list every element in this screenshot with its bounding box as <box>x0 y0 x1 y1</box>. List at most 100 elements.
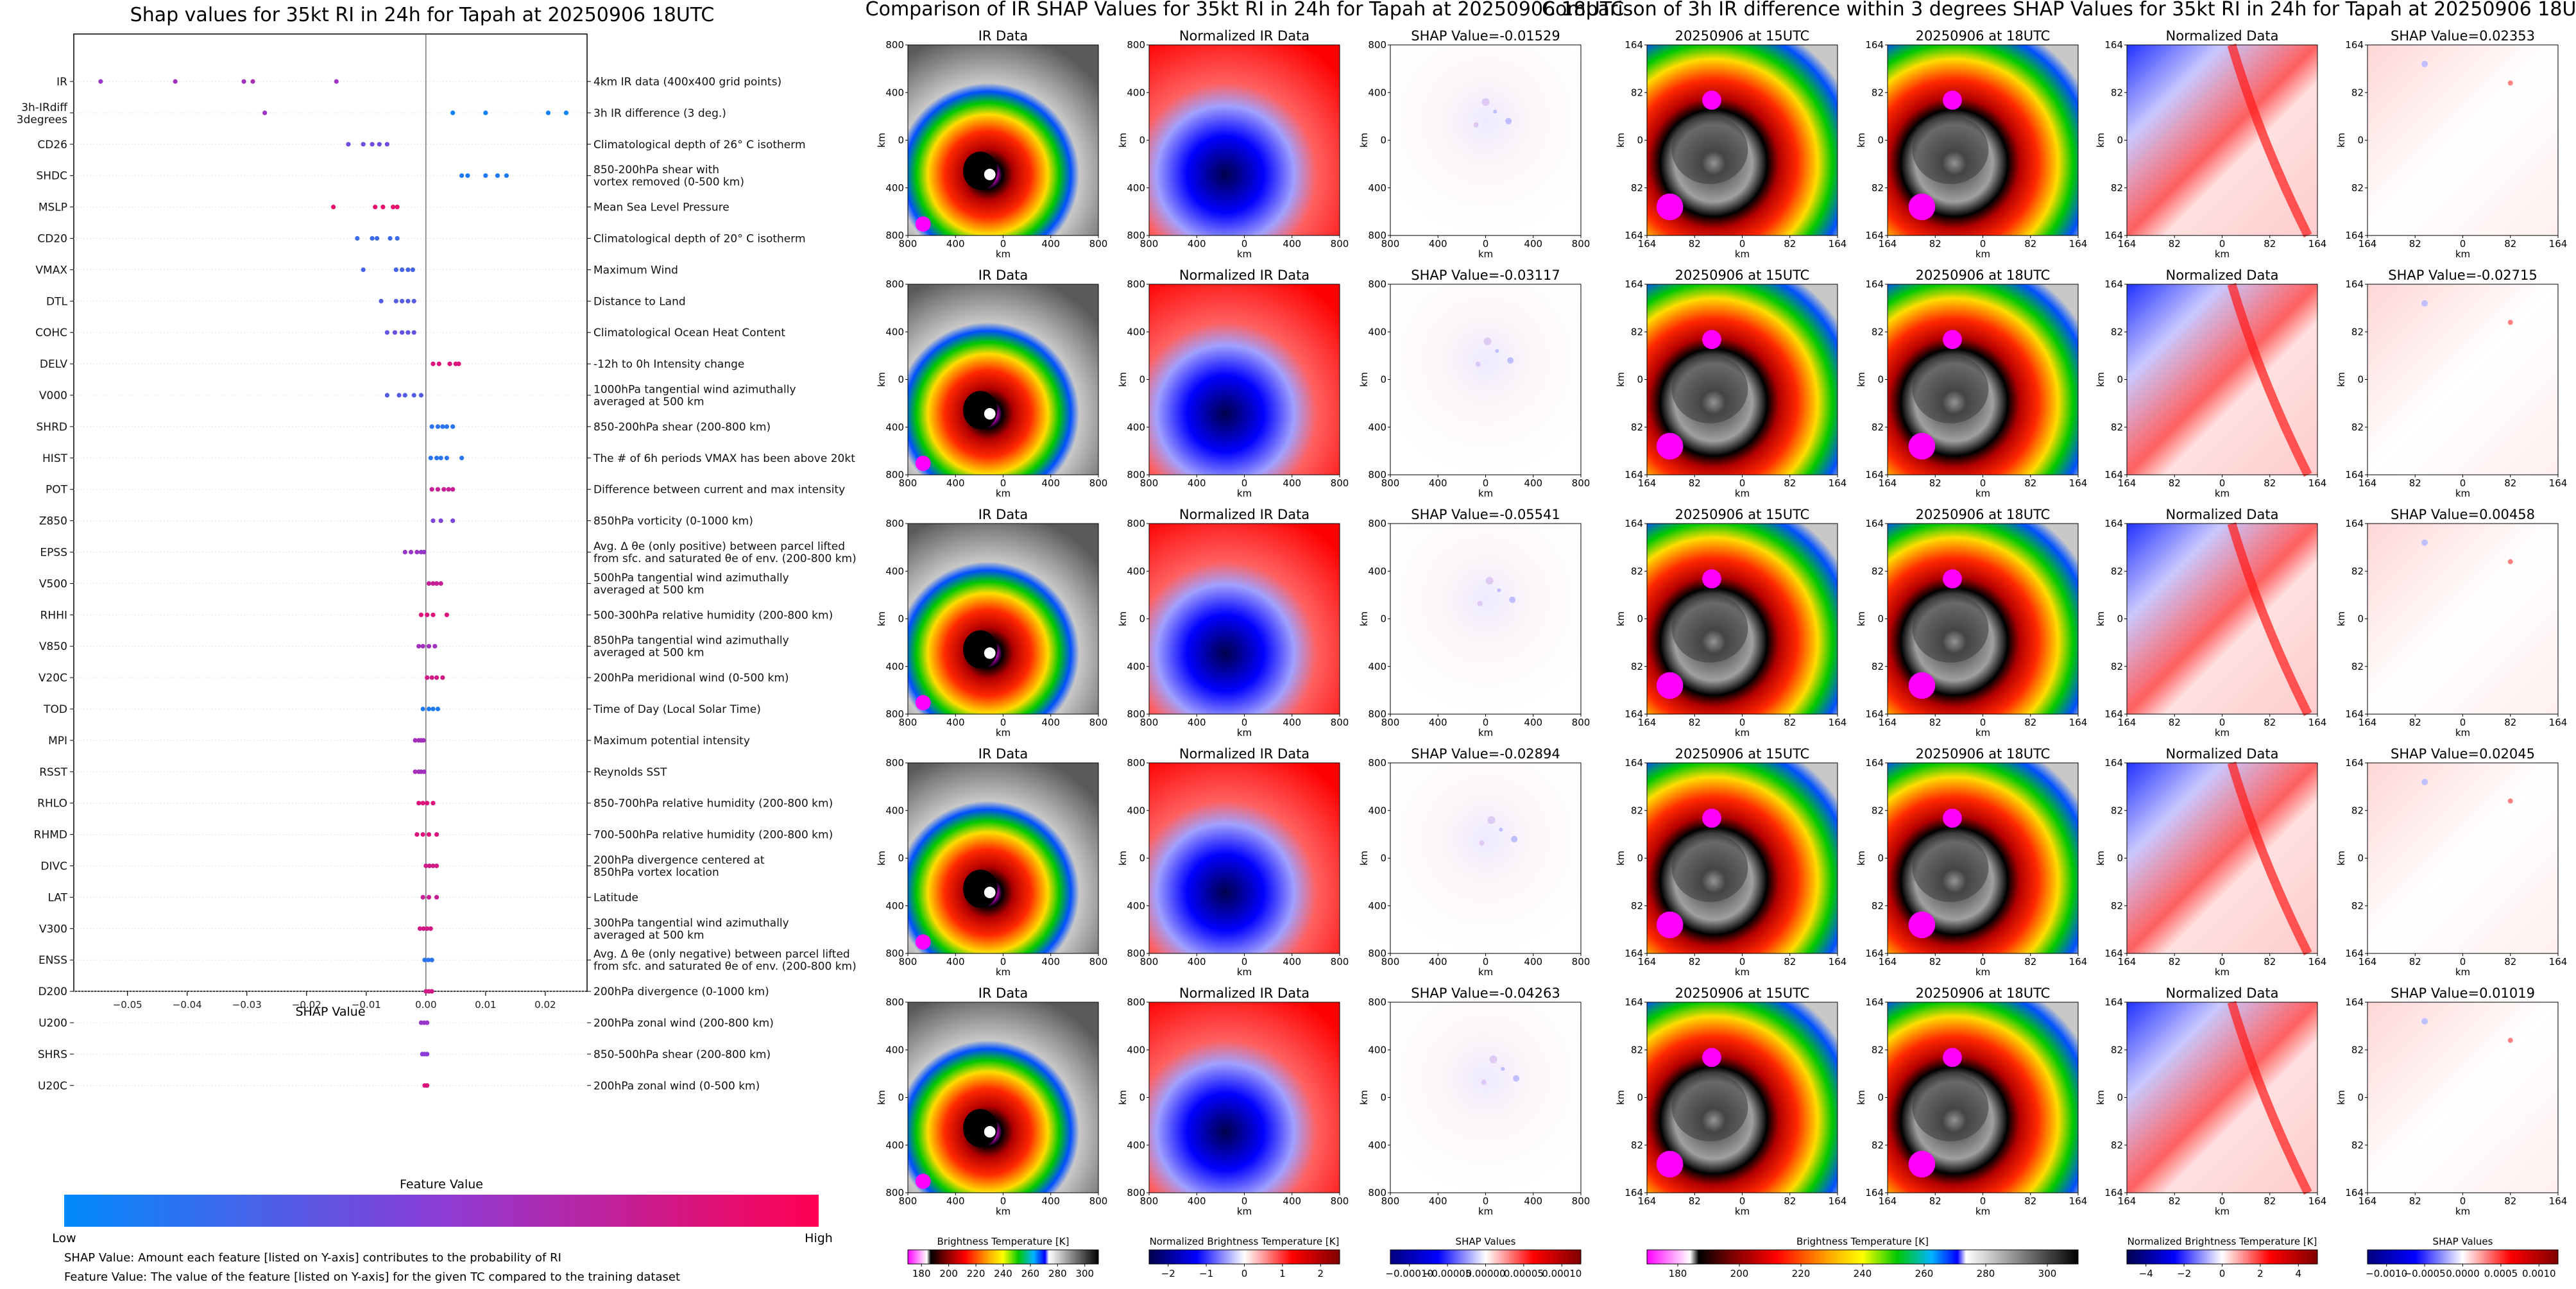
feature-name-line: V300 <box>39 923 67 935</box>
x-axis-label: km <box>996 488 1011 499</box>
x-tick-label: 400 <box>1283 1195 1301 1207</box>
x-tick-label: 800 <box>1140 956 1159 968</box>
x-tick-label: 800 <box>899 1195 917 1207</box>
colorbar-label: SHAP Values <box>2433 1236 2493 1247</box>
image-panel: SHAP Value=0.010191641648282008282164164… <box>2335 986 2567 1217</box>
y-axis-label: km <box>2335 133 2347 148</box>
image-panel: SHAP Value=0.023531641648282008282164164… <box>2335 28 2567 260</box>
shap-point <box>355 235 360 241</box>
shap-point <box>173 79 178 84</box>
colorbar-tick-label: 0 <box>2219 1268 2226 1279</box>
positive-anomaly-band <box>2227 1000 2312 1195</box>
shap-hotspot <box>1479 840 1485 846</box>
y-tick-label: 164 <box>2345 278 2364 290</box>
y-tick-label: 0 <box>1877 1092 1884 1104</box>
x-axis-label: km <box>1237 488 1252 499</box>
y-tick-label: 82 <box>2351 661 2364 672</box>
coldest-cloud-patch <box>1702 808 1721 828</box>
x-tick-label: 82 <box>2409 717 2421 728</box>
y-tick-label: 400 <box>885 805 904 816</box>
feature-description-line: Maximum potential intensity <box>593 735 750 747</box>
y-tick-label: 164 <box>1865 996 1884 1008</box>
colorbar-tick-label: 260 <box>1021 1268 1040 1279</box>
shap-point <box>432 644 438 649</box>
shap-point <box>411 330 416 335</box>
x-tick-label: 0 <box>2460 477 2466 489</box>
feature-description: 4km IR data (400x400 grid points) <box>593 76 781 89</box>
shap-hotspot <box>1505 117 1512 124</box>
x-tick-label: 164 <box>2549 956 2568 968</box>
feature-name-line: SHRD <box>37 421 67 434</box>
image-panel: SHAP Value=-0.05541800800400400004004008… <box>1358 507 1590 738</box>
y-tick-label: 400 <box>885 326 904 337</box>
y-tick-label: 82 <box>1872 565 1884 577</box>
shap-hotspot <box>1483 337 1492 346</box>
y-tick-label: 800 <box>1127 278 1145 290</box>
x-tick-label: 0 <box>1739 238 1746 250</box>
normalized-diff-field <box>2127 45 2317 235</box>
panel-title: SHAP Value=-0.02894 <box>1411 746 1560 762</box>
shap-hotspot <box>1477 601 1483 606</box>
feature-value-colorbar-bar <box>64 1195 819 1227</box>
image-panel: Normalized Data1641648282008282164164kmk… <box>2095 268 2326 499</box>
x-axis-label: km <box>996 966 1011 978</box>
shap-point <box>429 957 434 962</box>
y-tick-label: 400 <box>1127 565 1145 577</box>
feature-row: V850 850hPa tangential wind azimuthally av… <box>39 635 789 660</box>
coldest-cloud-patch <box>1656 672 1684 699</box>
feature-description-line: 500hPa tangential wind azimuthally <box>593 572 789 585</box>
colorbar-tick-label: −2 <box>1161 1268 1175 1279</box>
y-tick-label: 82 <box>2351 1044 2364 1055</box>
x-tick-label: 800 <box>1089 956 1108 968</box>
feature-row: V500 500hPa tangential wind azimuthally av… <box>39 572 789 597</box>
y-tick-label: 800 <box>885 39 904 51</box>
feature-description-line: 1000hPa tangential wind azimuthally <box>593 384 796 397</box>
x-tick-label: 800 <box>1331 477 1349 489</box>
feature-description-line: Time of Day (Local Solar Time) <box>593 703 761 716</box>
feature-name-label: D200 <box>38 986 67 998</box>
feature-row: U200 200hPa zonal wind (200-800 km) <box>38 1017 774 1030</box>
summary-x-tick-label: −0.02 <box>292 999 321 1011</box>
positive-anomaly-band <box>2227 761 2312 956</box>
panel-title: Normalized Data <box>2166 986 2279 1001</box>
feature-name-line: V20C <box>38 672 67 685</box>
shap-point <box>425 1083 430 1088</box>
feature-description-line: Avg. Δ θe (only negative) between parcel… <box>593 948 850 961</box>
y-tick-label: 0 <box>898 853 904 864</box>
feature-name-label: SHRS <box>38 1048 67 1061</box>
feature-description-line: 850-700hPa relative humidity (200-800 km… <box>593 798 833 810</box>
image-panel: 20250906 at 18UTC1641648282008282164164k… <box>1855 507 2087 738</box>
shap-point <box>262 110 268 115</box>
y-tick-label: 400 <box>1368 422 1386 433</box>
feature-name-line: V000 <box>39 389 67 402</box>
image-panel: 20250906 at 15UTC1641648282008282164164k… <box>1615 268 1847 499</box>
y-axis-label: km <box>1615 1090 1626 1105</box>
y-tick-label: 164 <box>2345 230 2364 241</box>
feature-name-line: U200 <box>38 1017 67 1030</box>
x-axis-label: km <box>1478 488 1493 499</box>
feature-description: Distance to Land <box>593 295 686 308</box>
y-tick-label: 800 <box>1368 39 1386 51</box>
y-tick-label: 82 <box>2111 1044 2123 1055</box>
colorbar-tick-label: 220 <box>1792 1268 1811 1279</box>
y-tick-label: 800 <box>885 230 904 241</box>
coldest-cloud-patch <box>1656 1150 1684 1178</box>
shap-point <box>426 706 432 712</box>
x-axis-label: km <box>1237 1206 1252 1217</box>
image-panel: Normalized Data1641648282008282164164kmk… <box>2095 28 2326 260</box>
y-axis-label: km <box>2095 1090 2106 1105</box>
y-tick-label: 164 <box>1625 469 1643 481</box>
shap-point <box>444 612 449 617</box>
y-tick-label: 82 <box>2351 805 2364 816</box>
feature-description-line: 200hPa meridional wind (0-500 km) <box>593 672 789 685</box>
x-tick-label: 164 <box>2308 477 2327 489</box>
shap-point <box>459 173 465 178</box>
coldest-cloud-patch <box>1943 90 1962 110</box>
y-tick-label: 400 <box>885 1044 904 1055</box>
y-axis-label: km <box>1615 372 1626 387</box>
feature-row: 3h-IRdiff 3degrees 3h IR difference (3 deg… <box>17 101 726 126</box>
x-tick-label: 164 <box>2308 1195 2327 1207</box>
image-panel: Normalized Data1641648282008282164164kmk… <box>2095 986 2326 1217</box>
y-tick-label: 800 <box>1127 757 1145 769</box>
